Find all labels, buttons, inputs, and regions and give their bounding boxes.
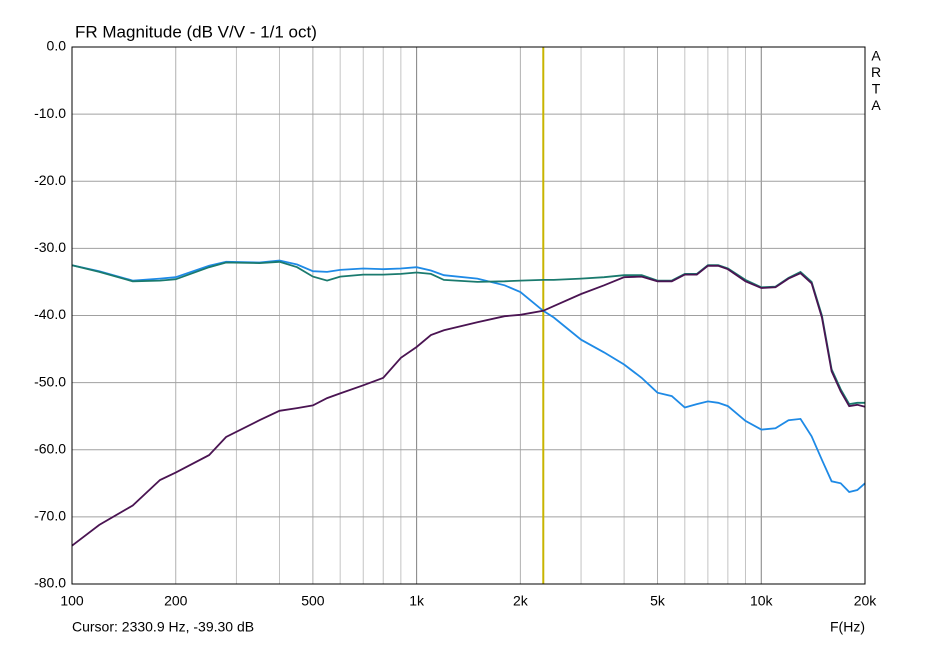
x-tick-label: 2k <box>513 593 529 609</box>
x-tick-label: 20k <box>854 593 878 609</box>
cursor-label: Cursor: 2330.9 Hz, -39.30 dB <box>72 619 254 635</box>
y-tick-label: -30.0 <box>34 239 66 255</box>
y-tick-label: 0.0 <box>47 38 67 54</box>
series-line <box>71 264 866 547</box>
watermark-letter: A <box>871 48 881 64</box>
x-tick-label: 500 <box>301 593 325 609</box>
y-tick-label: -80.0 <box>34 575 66 591</box>
y-tick-label: -70.0 <box>34 508 66 524</box>
watermark-letter: R <box>871 64 881 80</box>
x-tick-label: 200 <box>164 593 188 609</box>
y-tick-label: -10.0 <box>34 105 66 121</box>
plot-frame <box>71 46 866 585</box>
watermark-letter: A <box>871 97 881 113</box>
x-tick-label: 10k <box>750 593 774 609</box>
x-tick-label: 1k <box>409 593 425 609</box>
y-tick-label: -60.0 <box>34 440 66 456</box>
x-tick-label: 100 <box>60 593 84 609</box>
y-tick-label: -20.0 <box>34 172 66 188</box>
y-tick-label: -40.0 <box>34 306 66 322</box>
watermark-letter: T <box>872 81 881 97</box>
chart-title: FR Magnitude (dB V/V - 1/1 oct) <box>75 22 317 41</box>
series-line <box>71 259 866 493</box>
x-tick-label: 5k <box>650 593 666 609</box>
x-axis-label: F(Hz) <box>830 619 865 635</box>
y-tick-label: -50.0 <box>34 373 66 389</box>
